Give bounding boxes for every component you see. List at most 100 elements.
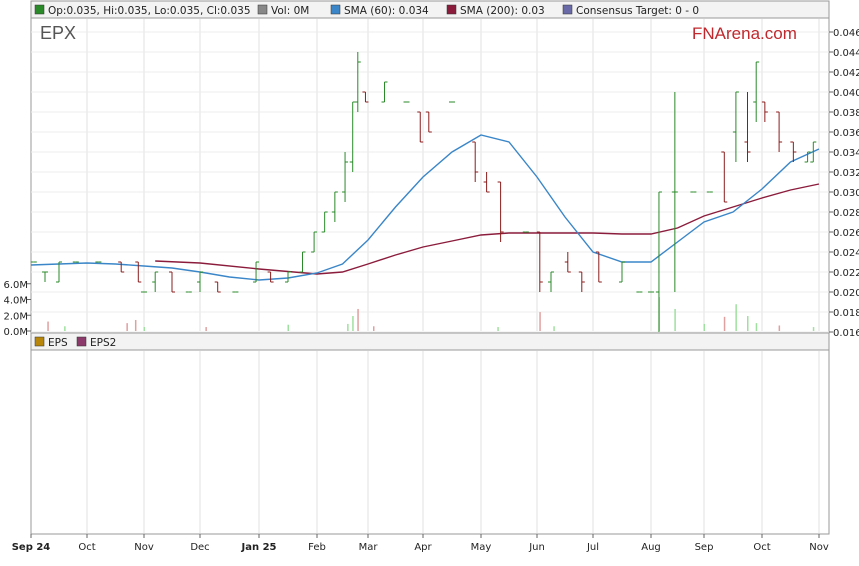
ohlc-bar xyxy=(214,281,221,293)
y-tick-label: 0.040 xyxy=(833,88,859,99)
ohlc-bar xyxy=(732,91,739,162)
volume-bar xyxy=(126,323,128,331)
volume-bar xyxy=(143,327,145,331)
ohlc-bar xyxy=(197,271,203,292)
volume-bar xyxy=(352,316,354,331)
ohlc-bar xyxy=(42,271,48,282)
volume-bar xyxy=(674,308,676,331)
volume-tick-label: 6.0M xyxy=(3,280,28,291)
eps-legend-bar xyxy=(30,332,830,351)
y-tick-label: 0.032 xyxy=(833,168,859,179)
ohlc-bar xyxy=(362,91,369,103)
x-tick-label: Feb xyxy=(308,542,326,553)
sma60-series xyxy=(30,134,820,281)
ohlc-bar xyxy=(354,52,361,112)
eps2-legend: EPS2 xyxy=(90,337,116,349)
volume-bar xyxy=(64,326,66,331)
ohlc-bar xyxy=(417,111,424,143)
ohlc-bar xyxy=(311,231,318,253)
ohlc-bar xyxy=(425,111,432,133)
y-tick-label: 0.038 xyxy=(833,108,859,119)
y-tick-label: 0.016 xyxy=(833,328,859,339)
grid xyxy=(31,19,829,333)
ohlc-swatch xyxy=(34,4,45,15)
volume-y-axis: 0.0M 2.0M 4.0M 6.0M xyxy=(3,280,31,338)
sma60-line xyxy=(30,134,820,281)
volume-bar xyxy=(357,308,359,331)
sma200-line xyxy=(155,183,820,275)
ticker-label: EPX xyxy=(40,23,76,43)
volume-bar xyxy=(747,316,749,331)
volume-bar xyxy=(723,316,726,331)
volume-tick-label: 2.0M xyxy=(3,311,28,322)
x-tick-label: Jun xyxy=(528,542,545,553)
x-tick-label: Apr xyxy=(414,542,432,553)
volume-bar xyxy=(703,323,705,331)
volume-bar xyxy=(47,321,49,331)
ohlc-bar xyxy=(776,111,783,152)
volume-bar xyxy=(347,323,349,331)
ohlc-bar xyxy=(169,271,175,293)
ohlc-bar xyxy=(118,261,125,273)
ohlc-bar xyxy=(810,141,817,163)
y-tick-label: 0.026 xyxy=(833,228,859,239)
ohlc-bar xyxy=(790,141,797,162)
legend: Op:0.035, Hi:0.035, Lo:0.035, Cl:0.035 V… xyxy=(34,4,699,17)
ohlc-bar xyxy=(536,231,543,292)
ohlc-bar xyxy=(595,251,602,283)
volume-bar xyxy=(539,312,541,331)
sma60-legend: SMA (60): 0.034 xyxy=(344,5,429,17)
x-tick-label: Jul xyxy=(586,542,599,553)
price-panel xyxy=(30,0,830,333)
volume-bar xyxy=(134,319,137,331)
volume-bar xyxy=(497,327,499,331)
consensus-swatch xyxy=(562,4,573,15)
x-tick-label: Sep 24 xyxy=(12,542,51,553)
price-y-axis: 0.016 0.018 0.020 0.022 0.024 0.026 0.028 0.030… xyxy=(829,28,859,339)
legend-bar xyxy=(30,0,830,19)
volume-bar xyxy=(735,304,737,331)
eps-panel xyxy=(30,332,830,535)
consensus-legend: Consensus Target: 0 - 0 xyxy=(576,5,699,17)
ohlc-bar xyxy=(564,252,571,273)
volume-bar xyxy=(553,326,555,331)
ohlc-bar xyxy=(381,81,388,103)
x-tick-label: Sep xyxy=(695,542,714,553)
ohlc-bar xyxy=(578,271,585,292)
eps-grid xyxy=(86,351,820,533)
price-bars xyxy=(30,52,817,332)
volume-bar xyxy=(373,326,375,331)
x-tick-label: Mar xyxy=(359,542,379,553)
x-tick-label: Dec xyxy=(190,542,209,553)
eps2-swatch xyxy=(76,336,87,347)
y-tick-label: 0.020 xyxy=(833,288,859,299)
y-tick-label: 0.046 xyxy=(833,28,859,39)
ohlc-bar xyxy=(721,151,728,203)
volume-tick-label: 0.0M xyxy=(3,327,28,338)
x-tick-label: Oct xyxy=(78,542,95,553)
volume-tick-label: 4.0M xyxy=(3,296,28,307)
ohlc-bar xyxy=(671,92,678,292)
x-axis: Sep 24 Oct Nov Dec Jan 25 Feb Mar Apr May Jun Jul A… xyxy=(12,534,829,553)
ohlc-bar xyxy=(472,141,479,182)
ohlc-bar xyxy=(619,261,625,283)
ohlc-bar xyxy=(152,271,159,292)
y-tick-label: 0.034 xyxy=(833,148,859,159)
ohlc-bar xyxy=(342,152,349,202)
x-tick-label: Aug xyxy=(641,542,661,553)
ohlc-bar xyxy=(761,101,768,122)
volume-bar xyxy=(812,327,815,331)
volume-bar xyxy=(778,325,781,331)
sma200-series xyxy=(155,183,820,275)
volume-bar xyxy=(205,327,207,331)
ohlc-bar xyxy=(753,61,760,122)
y-tick-label: 0.042 xyxy=(833,68,859,79)
ohlc-bar xyxy=(548,271,554,292)
x-tick-label: Oct xyxy=(753,542,770,553)
y-tick-label: 0.028 xyxy=(833,208,859,219)
x-tick-label: Nov xyxy=(809,542,829,553)
volume-bar xyxy=(287,324,289,331)
ohlc-bar xyxy=(321,211,328,233)
eps-legend: EPS xyxy=(48,337,68,349)
